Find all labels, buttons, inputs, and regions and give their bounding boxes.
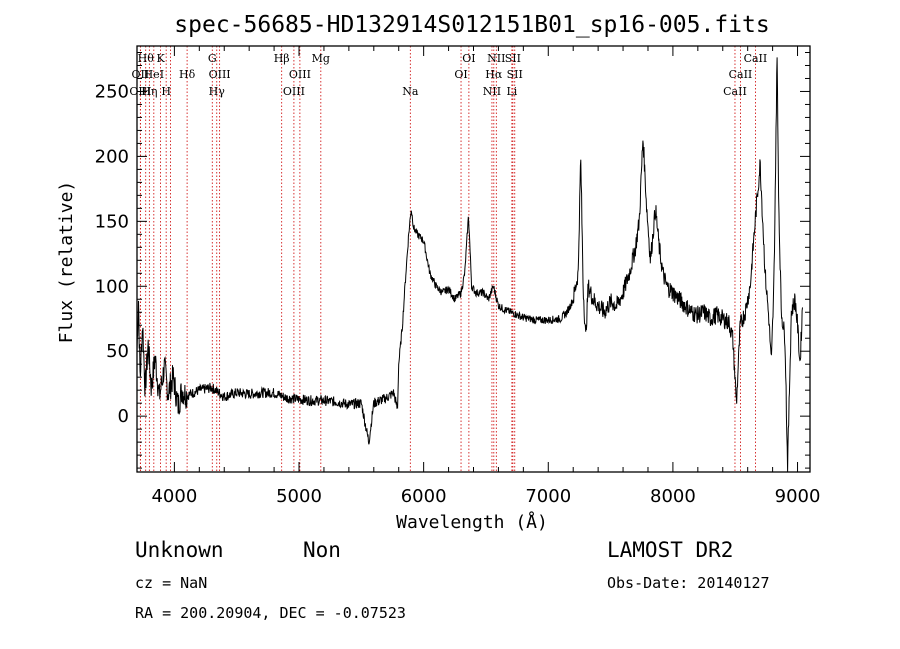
spectral-line-label: CaII [729,68,753,81]
spectral-line-label: SII [505,52,521,65]
spectral-line-label: H [161,85,171,98]
spectral-line-label: Hγ [209,85,226,98]
x-tick-label: 8000 [650,486,696,507]
spectral-line-label: Hδ [179,68,196,81]
x-tick-label: 4000 [151,486,197,507]
x-tick-label: 7000 [525,486,571,507]
plot-frame [136,45,811,473]
spectral-line-label: OI [462,52,475,65]
y-tick-label: 0 [118,406,129,427]
spectral-line-label: Hη [141,85,157,98]
redshift-cz: cz = NaN [135,574,208,592]
y-tick-label: 200 [95,146,129,167]
spectral-line-label: CaII [723,85,747,98]
spectral-line-label: Mg [312,52,330,65]
coordinates: RA = 200.20904, DEC = -0.07523 [135,604,406,622]
spectrum-line [136,57,803,473]
spectral-line-label: Li [506,85,517,98]
y-tick-label: 50 [106,341,129,362]
y-tick-label: 250 [95,81,129,102]
x-tick-label: 6000 [401,486,447,507]
x-tick-label: 5000 [276,486,322,507]
spectral-line-label: OIII [289,68,311,81]
spectral-line-label: OIII [209,68,231,81]
survey-name: LAMOST DR2 [607,538,734,562]
observation-date: Obs-Date: 20140127 [607,574,770,592]
y-tick-label: 100 [95,276,129,297]
spectral-line-label: Hθ [138,52,155,65]
x-tick-label: 9000 [775,486,821,507]
x-axis-label: Wavelength (Å) [396,511,548,533]
spectral-line-label: SII [507,68,523,81]
spectral-line-label: Hβ [274,52,290,65]
spectral-line-label: NII [487,52,505,65]
spectral-line-label: OI [454,68,467,81]
chart-title: spec-56685-HD132914S012151B01_sp16-005.f… [174,12,769,38]
spectral-line-label: NII [483,85,501,98]
spectral-line-label: Na [402,85,419,98]
spectral-line-label: OIII [283,85,305,98]
object-type: Unknown [135,538,224,562]
spectral-line-label: OII [132,68,150,81]
spectral-line-label: Hα [485,68,503,81]
spectral-line-label: K [156,52,165,65]
spectral-line-label: CaII [744,52,768,65]
object-subtype: Non [303,538,341,562]
y-axis-label: Flux (relative) [56,181,77,344]
spectral-line-label: HeI [144,68,164,81]
spectral-line-label: G [208,52,217,65]
y-tick-label: 150 [95,211,129,232]
